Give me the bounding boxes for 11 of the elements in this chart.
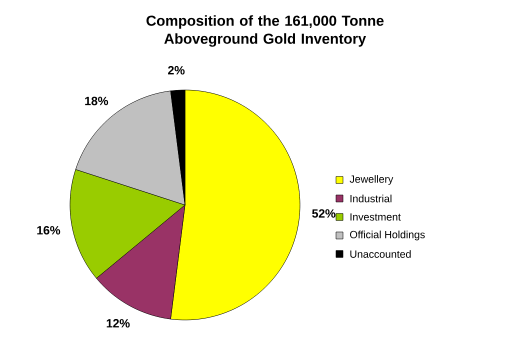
legend-label: Unaccounted <box>350 250 411 258</box>
data-label: 52% <box>312 209 336 218</box>
legend-label: Official Holdings <box>350 230 425 240</box>
data-label: 2% <box>168 66 185 74</box>
legend-label: Industrial <box>350 194 392 202</box>
chart-title: Composition of the 161,000 Tonne Aboveground Gold Inventory <box>146 15 384 47</box>
data-label: 18% <box>85 96 108 106</box>
data-label: 16% <box>37 226 60 235</box>
legend-label: Jewellery <box>350 175 394 185</box>
data-label: 12% <box>106 319 130 328</box>
legend-label: Investment <box>350 213 401 221</box>
